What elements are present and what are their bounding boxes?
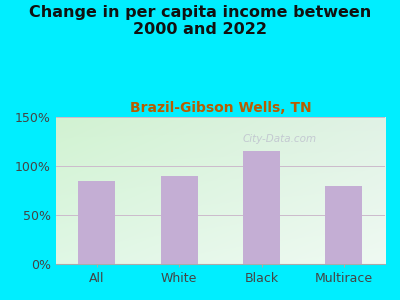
Text: City-Data.com: City-Data.com [242,134,317,144]
Text: Change in per capita income between
2000 and 2022: Change in per capita income between 2000… [29,4,371,37]
Bar [325,185,362,264]
Title: Brazil-Gibson Wells, TN: Brazil-Gibson Wells, TN [130,101,311,116]
Bar [161,176,198,264]
Bar [243,151,280,264]
Bar [78,181,116,264]
